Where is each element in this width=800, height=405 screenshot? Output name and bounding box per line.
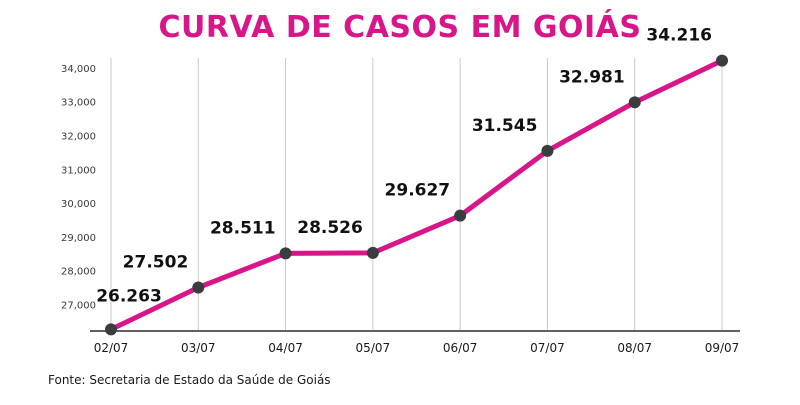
data-label: 28.511 [210,218,276,238]
x-tick-label: 02/07 [94,341,129,355]
source-note: Fonte: Secretaria de Estado da Saúde de … [48,373,331,387]
x-tick-label: 04/07 [268,341,303,355]
x-tick-label: 08/07 [617,341,652,355]
grid-lines [110,58,723,330]
data-label: 27.502 [123,253,189,273]
x-tick-label: 07/07 [530,341,565,355]
x-tick-label: 03/07 [181,341,216,355]
data-label: 26.263 [96,286,162,306]
data-label: 34.216 [646,26,712,46]
data-labels: 26.263 27.502 28.511 28.526 29.627 31.545 32.9… [96,26,712,307]
y-tick-label: 29,000 [61,233,96,244]
data-point [192,281,205,294]
data-point [541,144,554,157]
y-tick-label: 32,000 [61,131,96,142]
data-point [366,246,379,259]
data-point [279,247,292,260]
data-point [716,54,728,67]
y-tick-label: 28,000 [61,267,96,278]
y-tick-label: 34,000 [61,64,96,75]
data-point [628,96,641,109]
data-label: 29.627 [385,181,451,201]
y-tick-labels: 27,000 28,000 29,000 30,000 31,000 32,000 33,0… [61,64,96,312]
data-points [105,54,728,336]
x-tick-label: 05/07 [356,341,391,355]
y-tick-label: 31,000 [61,165,96,176]
series-line-path [108,58,725,332]
x-tick-labels: 02/07 03/07 04/07 05/07 06/07 07/07 08/07 09/07 [94,341,740,355]
x-tick-label: 06/07 [443,341,478,355]
chart-title: CURVA DE CASOS EM GOIÁS [158,10,642,45]
x-tick-label: 09/07 [705,341,740,355]
data-point [105,323,117,336]
y-tick-label: 30,000 [61,199,96,210]
data-label: 32.981 [559,67,625,87]
series-line [108,58,725,332]
y-tick-label: 27,000 [61,300,96,311]
data-point [454,209,467,222]
data-label: 28.526 [297,218,363,238]
data-label: 31.545 [472,116,538,136]
y-tick-label: 33,000 [61,98,96,109]
